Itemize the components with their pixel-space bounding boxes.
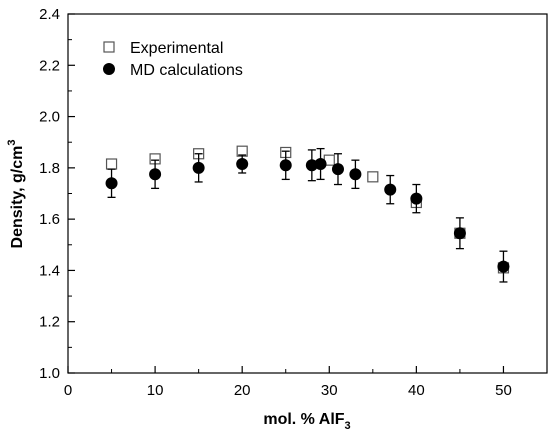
y-axis-title: Density, g/cm3	[6, 140, 26, 249]
y-tick-label: 2.4	[39, 6, 60, 23]
experimental-point	[105, 158, 118, 170]
y-tick-label: 1.0	[39, 365, 60, 382]
y-tick-label: 1.8	[39, 160, 60, 177]
x-tick-label: 0	[64, 382, 72, 399]
y-axis-title-superscript: 3	[6, 140, 18, 146]
legend-marker-md	[103, 63, 115, 75]
x-tick-label: 50	[495, 382, 512, 399]
legend-label-experimental: Experimental	[130, 40, 223, 57]
y-tick-label: 1.2	[39, 314, 60, 331]
md-point	[236, 158, 249, 171]
md-point	[314, 158, 327, 171]
data-series	[105, 145, 510, 283]
legend-marker-experimental	[103, 41, 115, 53]
axis-ticks: 0 10 20 30 40 50 1.0 1.2 1.4 1.6 1.8 2.0 2.2 2.4	[39, 6, 512, 399]
y-tick-label: 1.4	[39, 262, 60, 279]
plot-frame	[67, 13, 548, 374]
y-tick-label: 1.6	[39, 211, 60, 228]
x-axis-title-text: mol. % AlF	[263, 411, 344, 428]
md-point	[192, 161, 205, 174]
experimental-point	[367, 171, 379, 183]
md-point	[331, 163, 344, 176]
x-tick-label: 10	[147, 382, 164, 399]
y-tick-label: 2.2	[39, 57, 60, 74]
x-tick-label: 40	[408, 382, 425, 399]
x-tick-label: 30	[321, 382, 338, 399]
x-axis-title-subscript: 3	[345, 420, 351, 432]
md-point	[497, 260, 510, 273]
y-tick-label: 2.0	[39, 109, 60, 126]
md-point	[105, 177, 118, 190]
md-point	[384, 183, 397, 196]
md-point	[279, 159, 292, 172]
md-point	[453, 227, 466, 240]
y-axis-title-text: Density, g/cm	[9, 146, 26, 249]
x-tick-label: 20	[234, 382, 251, 399]
md-point	[410, 192, 423, 205]
md-point	[149, 168, 162, 181]
md-point	[349, 168, 362, 181]
legend: Experimental MD calculations	[103, 40, 243, 79]
x-axis-title: mol. % AlF3	[263, 411, 350, 432]
legend-label-md: MD calculations	[130, 62, 243, 79]
